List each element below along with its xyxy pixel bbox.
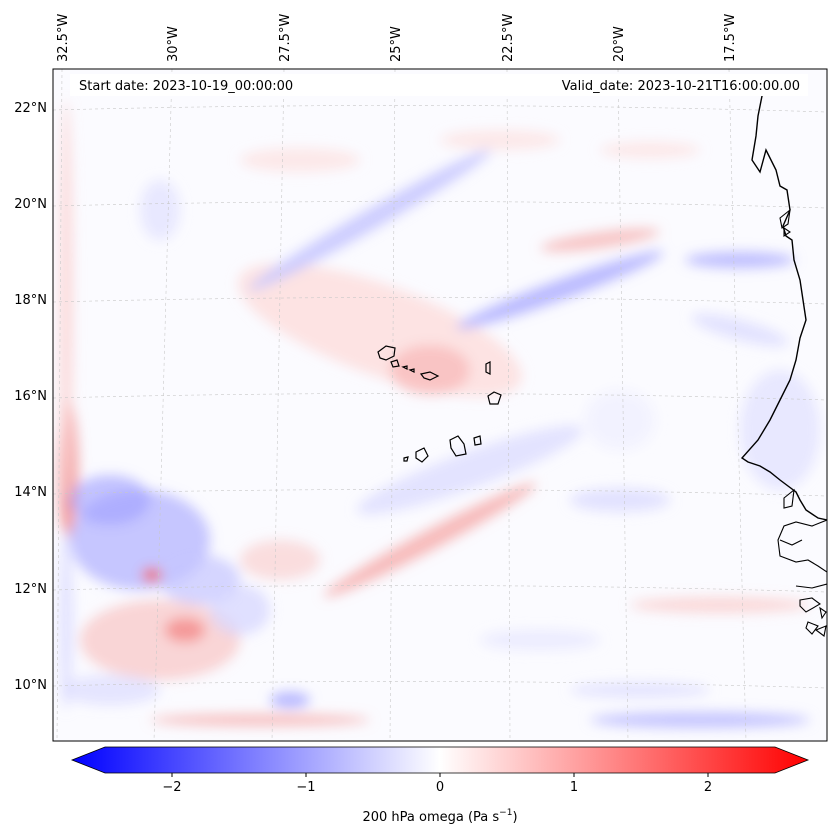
lat-tick-16n: 16°N: [14, 389, 47, 404]
lon-tick-30w: 30°W: [166, 26, 181, 62]
lon-tick-17-5w: 17.5°W: [723, 14, 738, 62]
lat-tick-10n: 10°N: [14, 678, 47, 693]
colorbar: −2 −1 0 1 2 200 hPa omega (Pa s−1): [70, 746, 810, 825]
map-panel: Start date: 2023-10-19_00:00:00 Valid_da…: [53, 69, 827, 741]
lat-tick-14n: 14°N: [14, 485, 47, 500]
header-strip: [70, 74, 808, 96]
lon-tick-20w: 20°W: [612, 26, 627, 62]
lon-tick-32-5w: 32.5°W: [56, 14, 71, 62]
graticule: [53, 69, 827, 741]
colorbar-label-main: 200 hPa omega (Pa s: [362, 810, 499, 825]
lat-tick-18n: 18°N: [14, 293, 47, 308]
colorbar-label-exponent: −1: [499, 808, 512, 818]
lon-tick-27-5w: 27.5°W: [278, 14, 293, 62]
cape-verde-islands: [377, 345, 502, 463]
colorbar-body: [70, 746, 810, 774]
colorbar-label: 200 hPa omega (Pa s−1): [362, 808, 517, 825]
map-frame: [52, 68, 828, 742]
colorbar-tick-label: 1: [570, 780, 578, 795]
longitude-tick-labels: 32.5°W 30°W 27.5°W 25°W 22.5°W 20°W 17.5…: [56, 14, 738, 62]
colorbar-ticks: −2 −1 0 1 2: [162, 773, 712, 795]
canary-coast-detail: [779, 208, 791, 238]
colorbar-label-end: ): [512, 810, 517, 825]
colorbar-tick-label: −1: [296, 780, 315, 795]
lon-tick-25w: 25°W: [389, 26, 404, 62]
latitude-tick-labels: 22°N 20°N 18°N 16°N 14°N 12°N 10°N: [14, 101, 47, 693]
africa-coastline: [740, 81, 827, 521]
colorbar-tick-label: −2: [162, 780, 181, 795]
valid-date-label: Valid_date: 2023-10-21T16:00:00.00: [562, 79, 800, 94]
lat-tick-22n: 22°N: [14, 101, 47, 116]
start-date-label: Start date: 2023-10-19_00:00:00: [79, 79, 293, 94]
lat-tick-20n: 20°N: [14, 197, 47, 212]
lon-tick-22-5w: 22.5°W: [501, 14, 516, 62]
lat-tick-12n: 12°N: [14, 582, 47, 597]
colorbar-tick-label: 0: [436, 780, 444, 795]
senegal-coast-detail: [777, 488, 827, 637]
colorbar-tick-label: 2: [704, 780, 712, 795]
